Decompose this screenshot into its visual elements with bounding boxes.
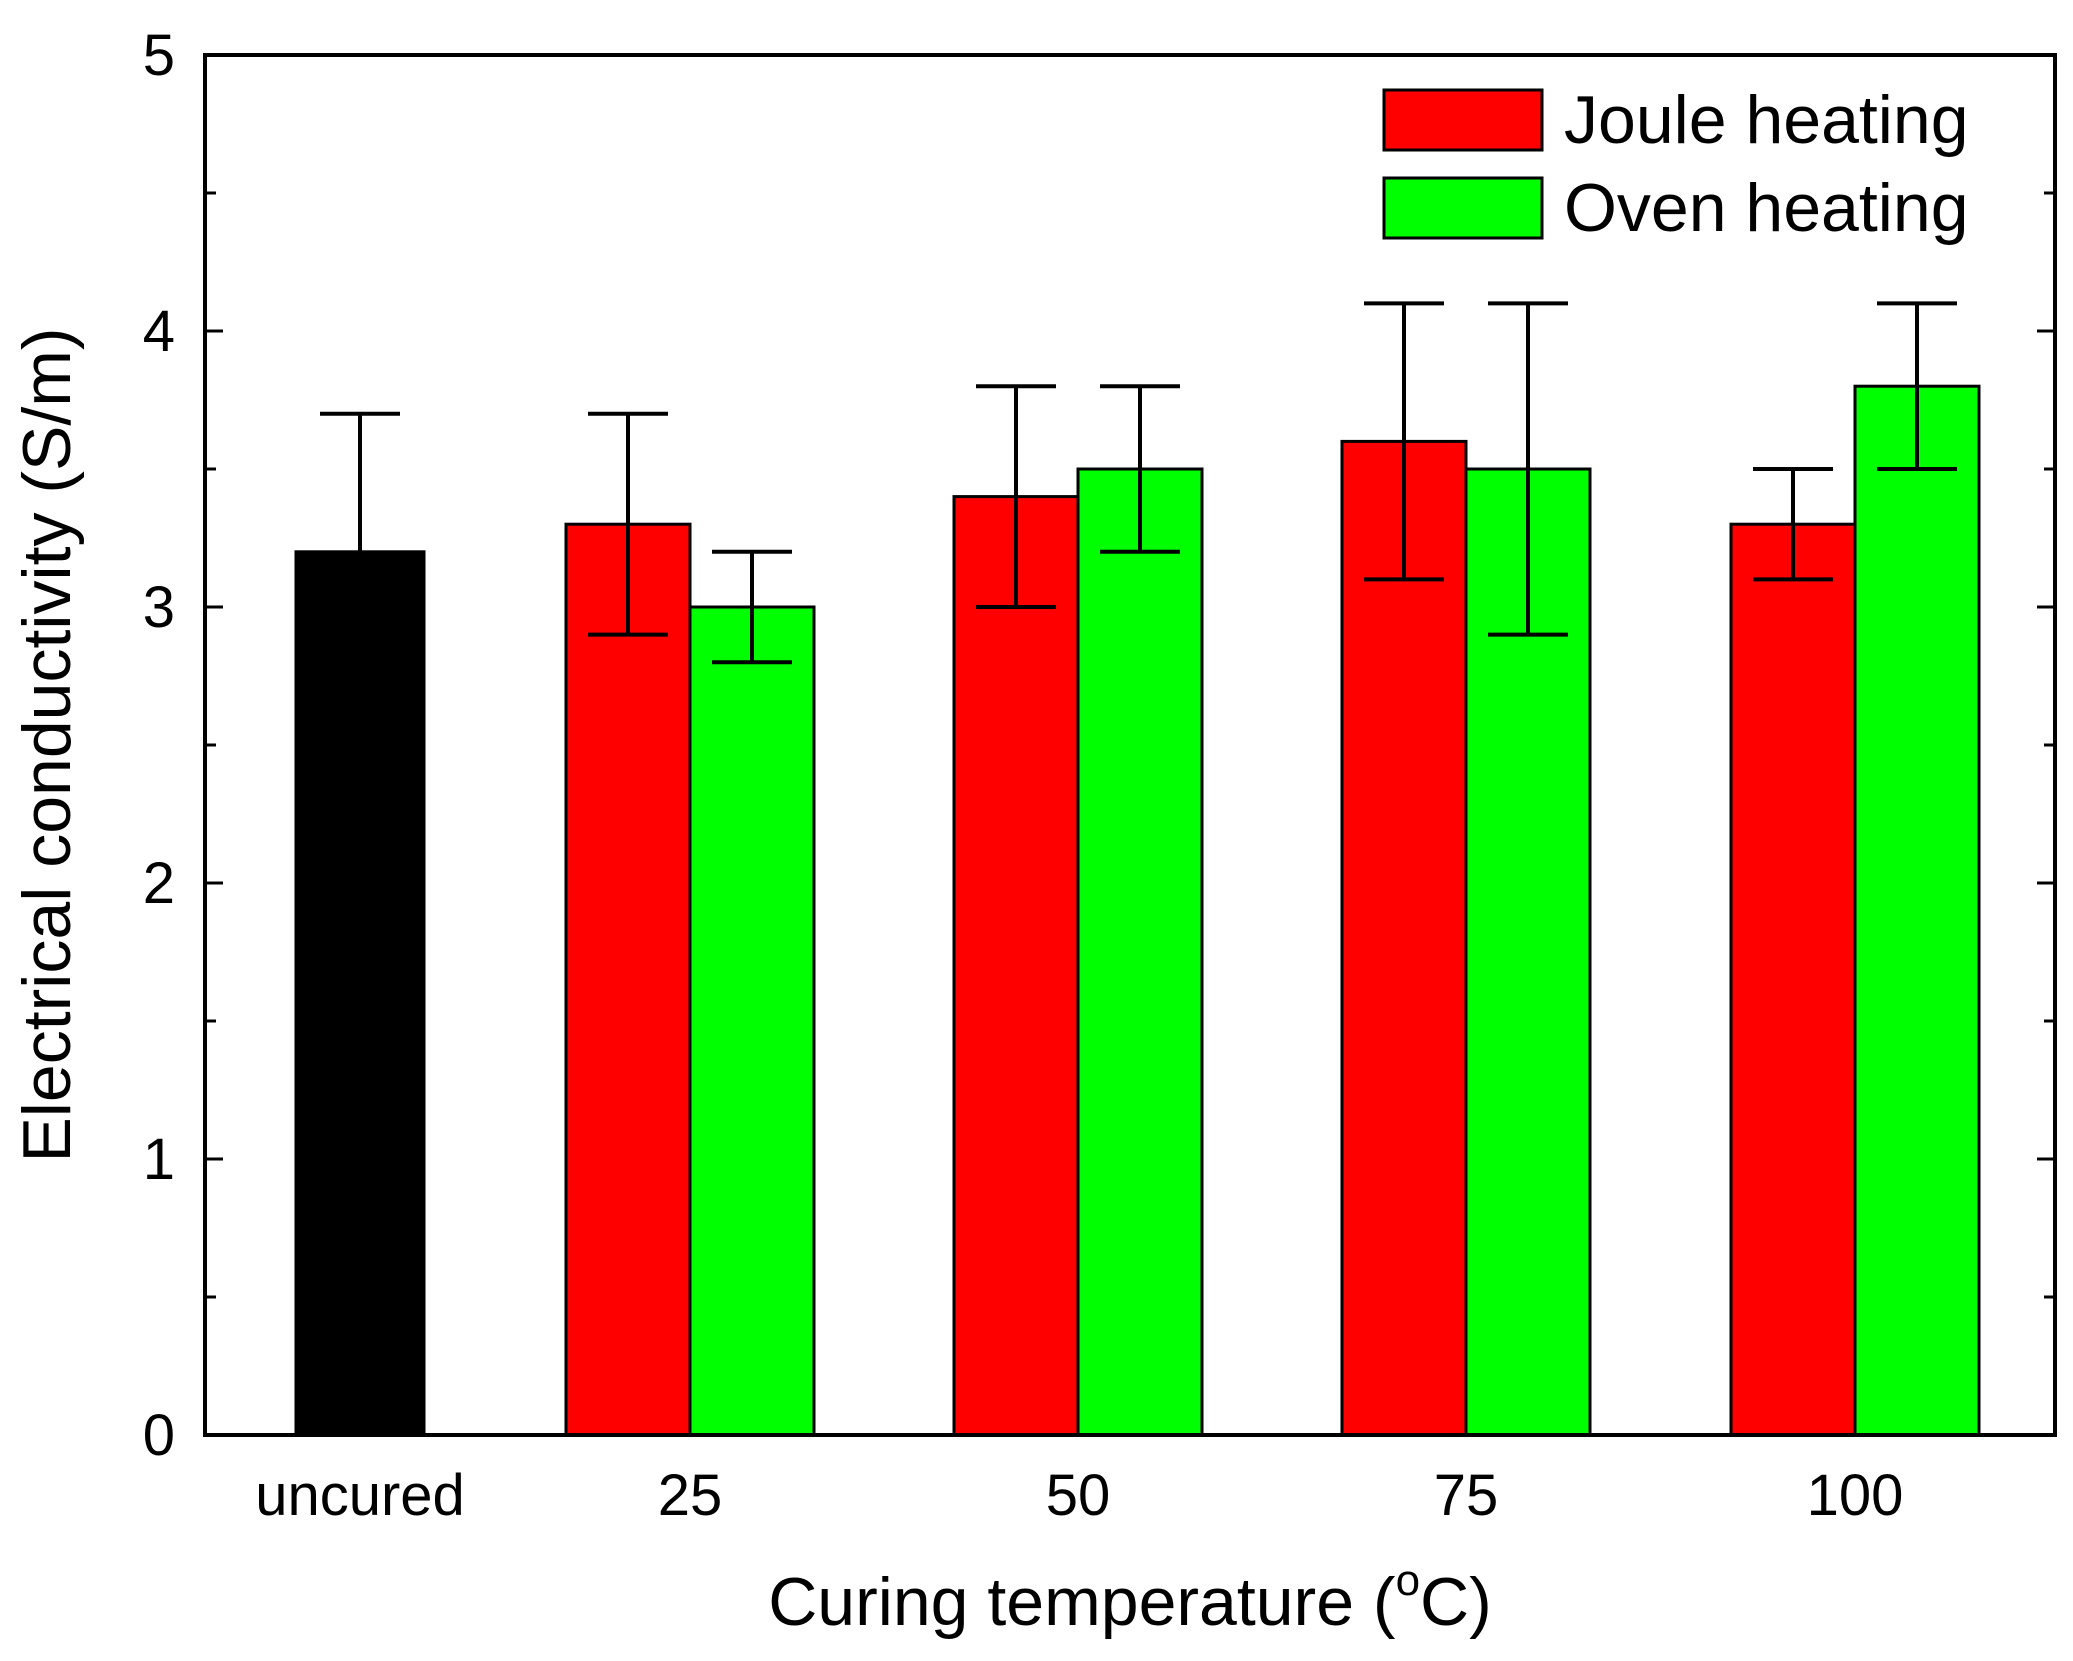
- legend-label-oven-heating: Oven heating: [1564, 170, 1969, 246]
- bar-joule-heating-50: [952, 495, 1080, 1437]
- x-tick-label-100: 100: [1807, 1463, 1904, 1528]
- y-tick-label-4: 4: [143, 299, 175, 364]
- y-tick-label-2: 2: [143, 851, 175, 916]
- y-tick-label-5: 5: [143, 23, 175, 88]
- bar-oven-heating-100: [1853, 384, 1981, 1437]
- x-tick-labels: uncured 25 50 75 100: [255, 1463, 1903, 1528]
- legend-label-joule-heating: Joule heating: [1564, 82, 1969, 158]
- x-axis-title-degree: o: [1396, 1556, 1420, 1605]
- x-tick-label-75: 75: [1434, 1463, 1499, 1528]
- legend: Joule heating Oven heating: [1382, 82, 1969, 246]
- y-tick-label-3: 3: [143, 575, 175, 640]
- x-tick-label-uncured: uncured: [255, 1463, 465, 1528]
- bar-joule-heating-100: [1729, 522, 1857, 1437]
- x-tick-label-25: 25: [658, 1463, 723, 1528]
- x-axis-title-unit: C): [1420, 1564, 1492, 1640]
- x-axis-title-main: Curing temperature (: [768, 1564, 1396, 1640]
- legend-swatch-oven-heating: [1382, 176, 1544, 240]
- bar-joule-heating-75: [1340, 439, 1468, 1437]
- ticks-layer: [205, 53, 2055, 1437]
- x-tick-label-50: 50: [1046, 1463, 1111, 1528]
- bars-layer: [294, 384, 1981, 1437]
- y-tick-label-1: 1: [143, 1127, 175, 1192]
- bar-oven-heating-50: [1076, 467, 1204, 1437]
- bar-joule-heating-25: [564, 522, 692, 1437]
- x-axis-title: Curing temperature (oC): [768, 1556, 1492, 1640]
- bar-uncured-uncured: [294, 550, 426, 1437]
- y-tick-label-0: 0: [143, 1403, 175, 1468]
- error-bars-layer: [320, 301, 1957, 665]
- y-tick-labels: 0 1 2 3 4 5: [143, 23, 175, 1468]
- legend-swatch-joule-heating: [1382, 88, 1544, 152]
- y-axis-title: Electrical conductivity (S/m): [9, 327, 85, 1162]
- bar-oven-heating-25: [688, 605, 816, 1437]
